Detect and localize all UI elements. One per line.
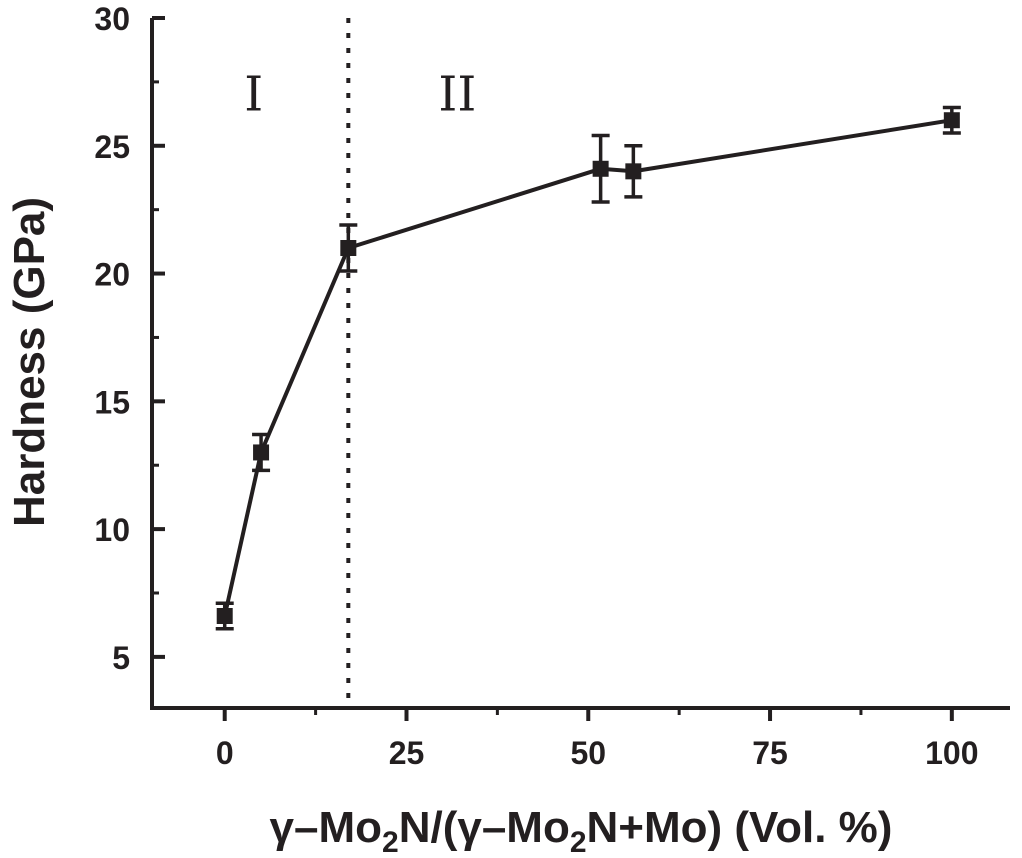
x-axis-title-subscript: 2 <box>382 826 399 858</box>
region-label-I: I <box>244 67 263 123</box>
plot-frame <box>150 18 1010 710</box>
y-axis-title: Hardness (GPa) <box>5 197 54 527</box>
y-tick-label: 10 <box>94 512 130 548</box>
y-tick-label: 25 <box>94 129 130 165</box>
tick-labels: 5 10 15 20 25 30 0 25 50 75 100 <box>94 1 978 771</box>
data-point <box>943 112 960 129</box>
x-axis-title-part: γ–Mo <box>270 803 382 852</box>
x-axis-title: γ–Mo2N/(γ–Mo2N+Mo) (Vol. %) <box>270 803 893 858</box>
y-tick-label: 15 <box>94 384 130 420</box>
data-series <box>215 105 961 631</box>
data-point <box>625 163 642 180</box>
axis-ticks <box>152 16 954 721</box>
x-axis-title-part: N/(γ–Mo <box>399 803 570 852</box>
y-tick-label: 5 <box>112 640 130 676</box>
x-tick-label: 100 <box>925 735 978 771</box>
x-tick-label: 50 <box>570 735 606 771</box>
series-line <box>222 118 953 617</box>
x-axis-title-part: N+Mo) (Vol. %) <box>587 803 893 852</box>
data-point <box>253 444 270 461</box>
x-tick-label: 25 <box>389 735 425 771</box>
data-point <box>340 240 357 256</box>
x-tick-label: 0 <box>216 735 234 771</box>
x-axis-title-subscript: 2 <box>570 826 587 858</box>
region-labels: I II <box>244 67 476 123</box>
y-tick-label: 20 <box>94 257 130 293</box>
region-label-II: II <box>438 67 476 123</box>
data-point <box>216 608 233 624</box>
x-tick-label: 75 <box>752 735 788 771</box>
data-point <box>592 160 609 177</box>
y-tick-label: 30 <box>94 1 130 37</box>
